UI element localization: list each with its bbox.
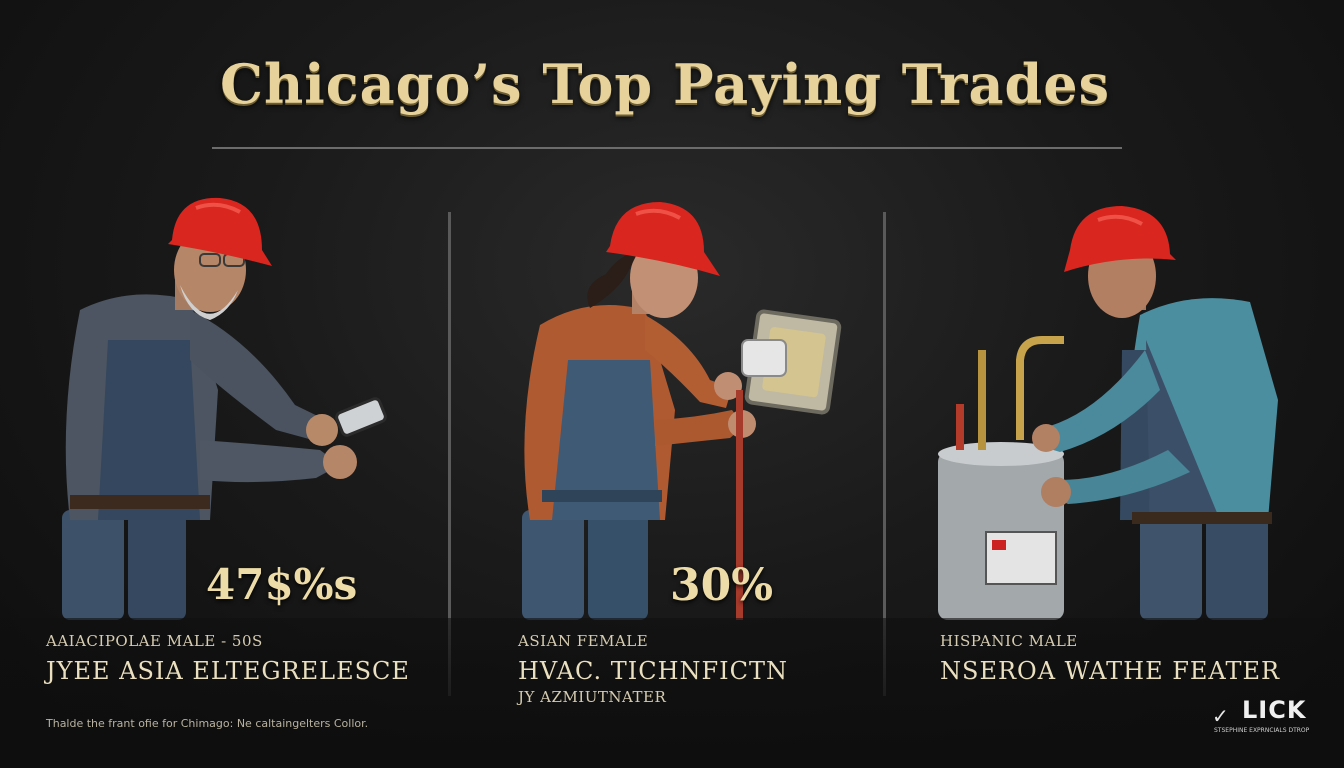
panel-2-trade: HVAC. TICHNFICTN	[518, 657, 789, 685]
panel-electrician-illustration	[40, 190, 440, 630]
stat-value-panel-1: 47$%s	[206, 560, 358, 609]
brand-tagline: STSEPHINE EXPRNCIALS DTROP	[1214, 727, 1310, 734]
panel-3-subtitle: HISPANIC MALE	[940, 632, 1078, 650]
panel-1-subtitle: AAIACIPOLAE MALE - 50s	[46, 632, 263, 650]
brand-name: LICK	[1242, 696, 1307, 724]
panel-2-trade-line2: JY AZMIUTNATER	[518, 688, 667, 706]
column-divider-1	[448, 212, 451, 696]
panel-hvac-illustration	[470, 190, 870, 630]
panel-plumber-illustration	[900, 190, 1320, 630]
brand-logo: ✓ LICK STSEPHINE EXPRNCIALS DTROP	[1212, 696, 1332, 740]
panel-2-subtitle: ASIAN FEMALE	[518, 632, 649, 650]
page-title: Chicago’s Top Paying Trades	[219, 52, 1111, 116]
column-divider-2	[883, 212, 886, 696]
caption-band	[0, 618, 1344, 768]
checkmark-icon: ✓	[1212, 704, 1229, 728]
footer-note: Thalde the frant ofie for Chimago: Ne ca…	[46, 717, 369, 730]
panel-1-trade: JYEE ASIA ELTEGRELESCE	[46, 657, 410, 685]
stat-value-panel-2: 30%	[670, 560, 774, 611]
panel-3-trade: NSEROA WATHE FEATER	[940, 657, 1281, 685]
title-divider	[212, 147, 1122, 149]
